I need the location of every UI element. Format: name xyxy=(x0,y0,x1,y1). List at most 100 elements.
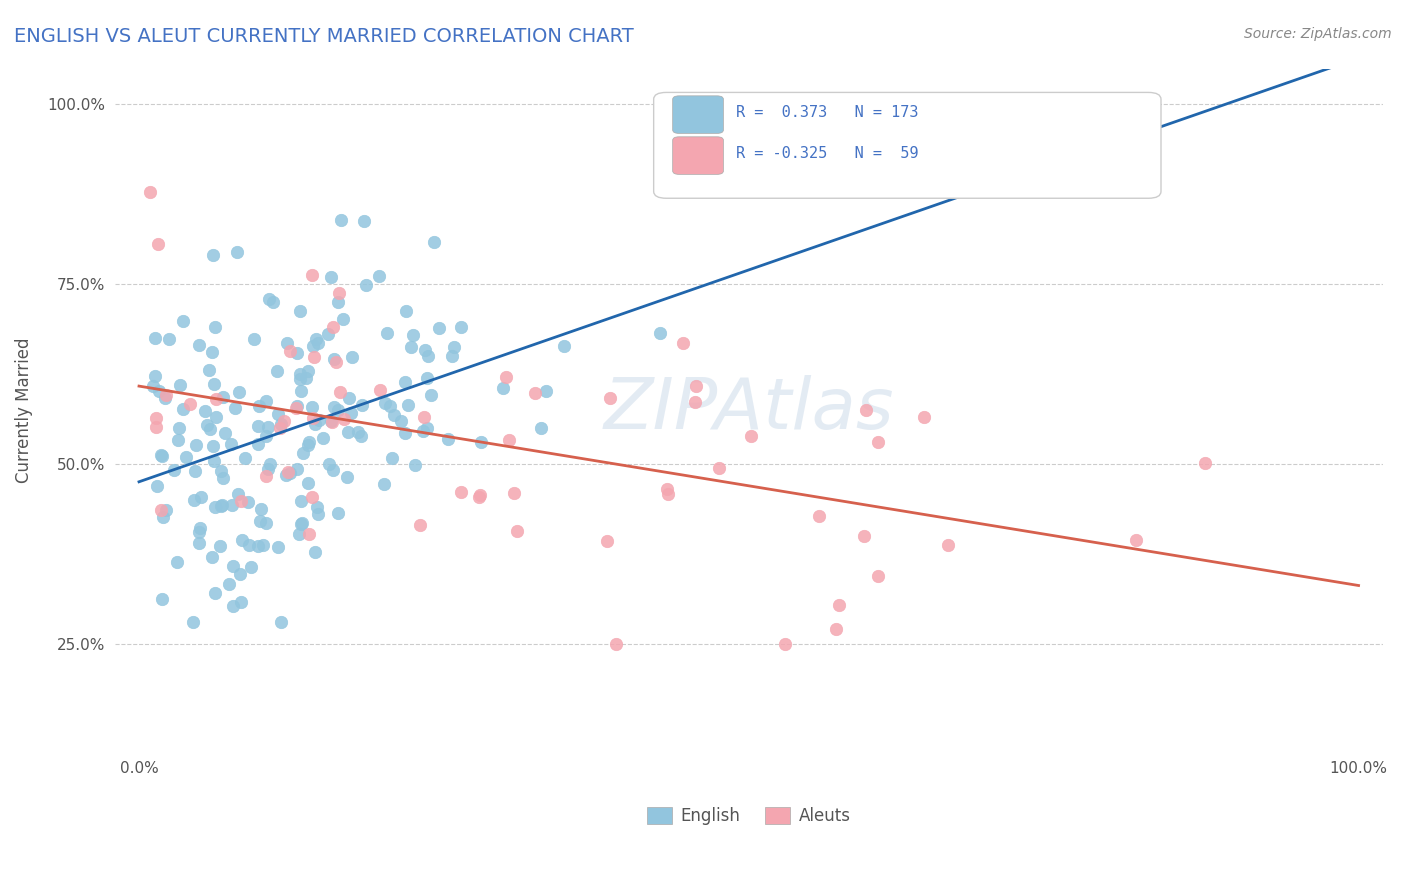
Point xyxy=(868,435,890,450)
Point xyxy=(808,509,831,524)
Point xyxy=(304,544,326,558)
Point xyxy=(301,339,323,353)
Point xyxy=(267,407,290,421)
Point xyxy=(420,388,443,402)
Point xyxy=(395,303,418,318)
Point xyxy=(340,351,363,365)
Point xyxy=(167,420,190,434)
Point xyxy=(381,450,404,465)
Point xyxy=(218,576,240,591)
Point xyxy=(443,340,465,354)
Point xyxy=(329,385,352,400)
Point xyxy=(247,399,270,413)
Point xyxy=(332,311,354,326)
Point xyxy=(657,487,679,501)
Point xyxy=(440,349,463,363)
Point xyxy=(301,400,323,414)
Point xyxy=(470,488,492,502)
Point xyxy=(740,429,762,443)
Point xyxy=(312,431,335,445)
Point xyxy=(599,392,621,406)
Point xyxy=(276,336,298,351)
Point xyxy=(288,372,311,386)
Point xyxy=(187,525,209,540)
Point xyxy=(322,351,344,366)
Point xyxy=(323,400,346,414)
Point xyxy=(214,426,236,441)
Point xyxy=(553,339,575,353)
Point xyxy=(436,432,458,446)
Point xyxy=(285,346,308,360)
Point xyxy=(852,529,875,543)
Point xyxy=(412,424,434,438)
Point xyxy=(145,410,167,425)
Point xyxy=(148,384,170,399)
Point xyxy=(200,549,222,564)
Point xyxy=(326,403,349,417)
Point xyxy=(855,403,877,417)
Point xyxy=(226,244,249,259)
Point xyxy=(278,467,301,481)
Text: R =  0.373   N = 173: R = 0.373 N = 173 xyxy=(737,105,918,120)
Point xyxy=(416,371,439,385)
Point xyxy=(205,410,228,425)
Point xyxy=(172,401,194,416)
Point xyxy=(219,437,242,451)
Point xyxy=(198,363,221,377)
Point xyxy=(373,477,395,491)
Point xyxy=(204,500,226,514)
Point xyxy=(274,467,297,482)
Point xyxy=(470,434,492,449)
Text: ZIPAtlas: ZIPAtlas xyxy=(603,376,894,444)
Text: R = -0.325   N =  59: R = -0.325 N = 59 xyxy=(737,146,918,161)
Point xyxy=(308,412,330,426)
Point xyxy=(427,321,450,335)
Point xyxy=(304,417,326,431)
Point xyxy=(273,413,295,427)
Point xyxy=(290,494,312,508)
Point xyxy=(233,450,256,465)
Point xyxy=(773,636,796,650)
Point xyxy=(503,485,526,500)
Point xyxy=(269,420,291,434)
Point xyxy=(209,500,232,514)
Point xyxy=(202,247,225,261)
Point xyxy=(257,292,280,306)
Point xyxy=(530,421,553,435)
Point xyxy=(368,383,391,397)
Point xyxy=(374,396,396,410)
Point xyxy=(422,235,444,250)
Point xyxy=(247,540,270,554)
Point xyxy=(187,535,209,549)
Point xyxy=(389,414,412,428)
Point xyxy=(330,212,353,227)
Point xyxy=(201,439,224,453)
Point xyxy=(825,622,848,636)
Point xyxy=(290,367,312,381)
Point xyxy=(229,566,252,581)
Point xyxy=(190,490,212,504)
Point xyxy=(523,385,546,400)
Point xyxy=(671,335,693,350)
Point xyxy=(318,457,340,471)
Point xyxy=(378,399,401,413)
Point xyxy=(1125,533,1147,547)
Point xyxy=(254,429,277,443)
Point xyxy=(266,364,288,378)
Point xyxy=(292,446,315,460)
Point xyxy=(249,514,271,528)
Point xyxy=(353,214,375,228)
Point xyxy=(146,236,169,251)
Point xyxy=(354,278,377,293)
Point xyxy=(709,460,731,475)
Point xyxy=(143,331,166,345)
Point xyxy=(256,462,278,476)
Point xyxy=(221,498,243,512)
Point xyxy=(179,397,201,411)
Point xyxy=(394,426,416,441)
Point xyxy=(211,498,233,512)
Point xyxy=(657,482,679,496)
Point xyxy=(212,471,235,485)
Point xyxy=(150,591,173,606)
Point xyxy=(202,454,225,468)
